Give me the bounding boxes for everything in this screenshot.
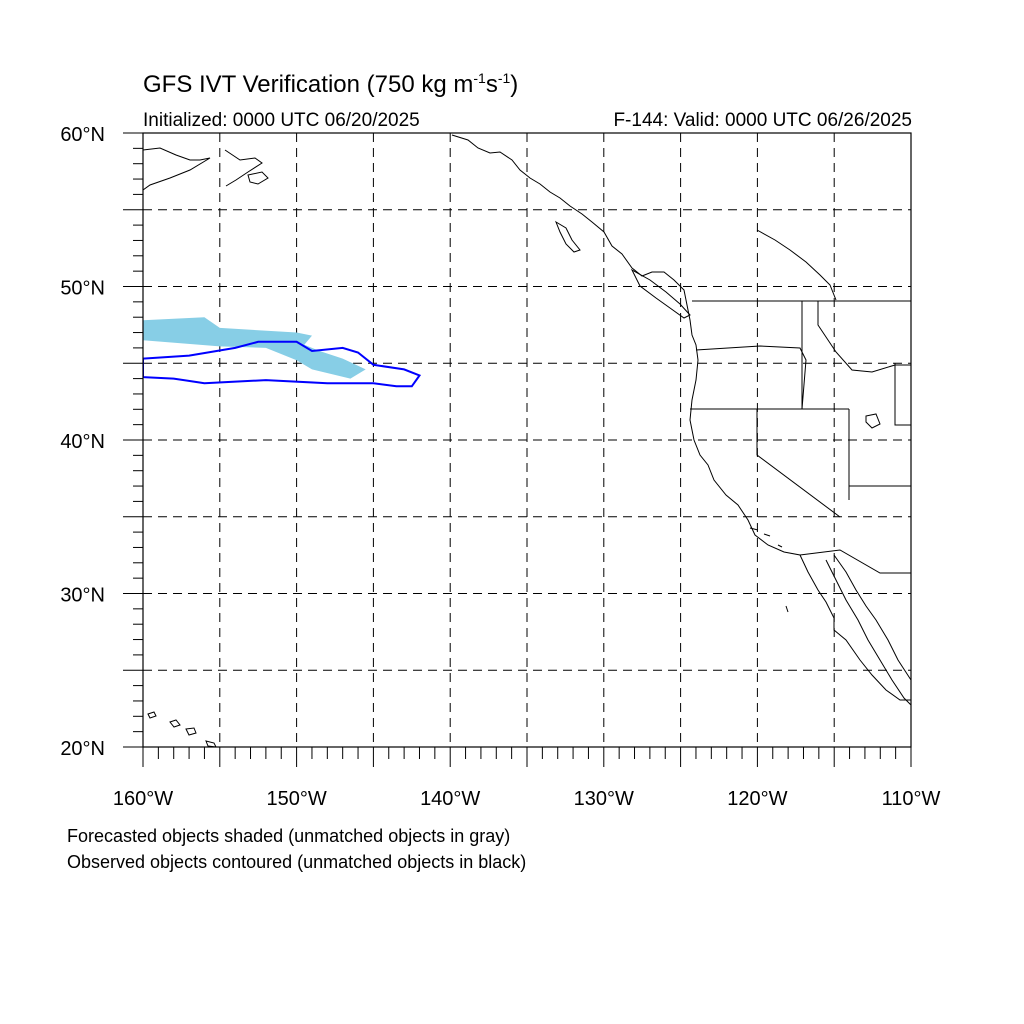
great-salt-lake	[865, 413, 881, 429]
observed-object-contour	[143, 340, 422, 388]
coastlines-and-borders	[143, 134, 911, 747]
us-canada-coastline	[451, 134, 911, 701]
lat-tick-label: 60°N	[60, 124, 105, 146]
lat-tick-label: 30°N	[60, 585, 105, 607]
alaska-islands	[224, 149, 263, 187]
guadalupe-island	[785, 605, 789, 613]
hawaii-island-4	[205, 740, 217, 747]
forecast-object	[143, 317, 366, 379]
lon-tick-label: 130°W	[574, 788, 634, 810]
lat-tick-label: 20°N	[60, 738, 105, 760]
lon-tick-label: 140°W	[420, 788, 480, 810]
valid-time-label: F-144: Valid: 0000 UTC 06/26/2025	[613, 110, 912, 131]
forecast-legend-note: Forecasted objects shaded (unmatched obj…	[67, 826, 511, 846]
observed-legend-note: Observed objects contoured (unmatched ob…	[67, 852, 527, 872]
state-border-2	[756, 409, 841, 518]
lon-tick-label: 150°W	[266, 788, 326, 810]
hawaii-island-2	[169, 719, 181, 728]
state-border-7	[695, 345, 807, 410]
state-border-9	[894, 363, 911, 426]
verification-objects	[143, 317, 422, 388]
lon-tick-label: 110°W	[882, 788, 941, 810]
baja-west-coast	[825, 559, 911, 706]
vancouver-island	[630, 268, 691, 319]
axis-ticks	[123, 132, 912, 767]
axis-labels: 160°W 150°W 140°W 130°W 120°W 110°W 60°N 50°N 40…	[60, 124, 940, 810]
hawaii-island-3	[185, 727, 197, 736]
rocky-mountain-trench	[756, 229, 837, 301]
lat-tick-label: 50°N	[60, 278, 105, 300]
hawaii-island-1	[147, 711, 157, 719]
graticule	[143, 133, 911, 747]
lat-tick-label: 40°N	[60, 431, 105, 453]
lon-tick-label: 120°W	[727, 788, 787, 810]
haida-gwaii	[554, 220, 581, 253]
kodiak-island	[247, 171, 269, 185]
init-time-label: Initialized: 0000 UTC 06/20/2025	[143, 110, 420, 131]
channel-islands	[749, 527, 783, 548]
baja-gulf-coast	[833, 554, 911, 681]
alaska-coast	[143, 147, 211, 191]
us-mexico-border	[799, 549, 911, 574]
state-border-8	[817, 301, 911, 373]
lon-tick-label: 160°W	[113, 788, 173, 810]
chart-title: GFS IVT Verification (750 kg m-1s-1)	[143, 70, 519, 98]
